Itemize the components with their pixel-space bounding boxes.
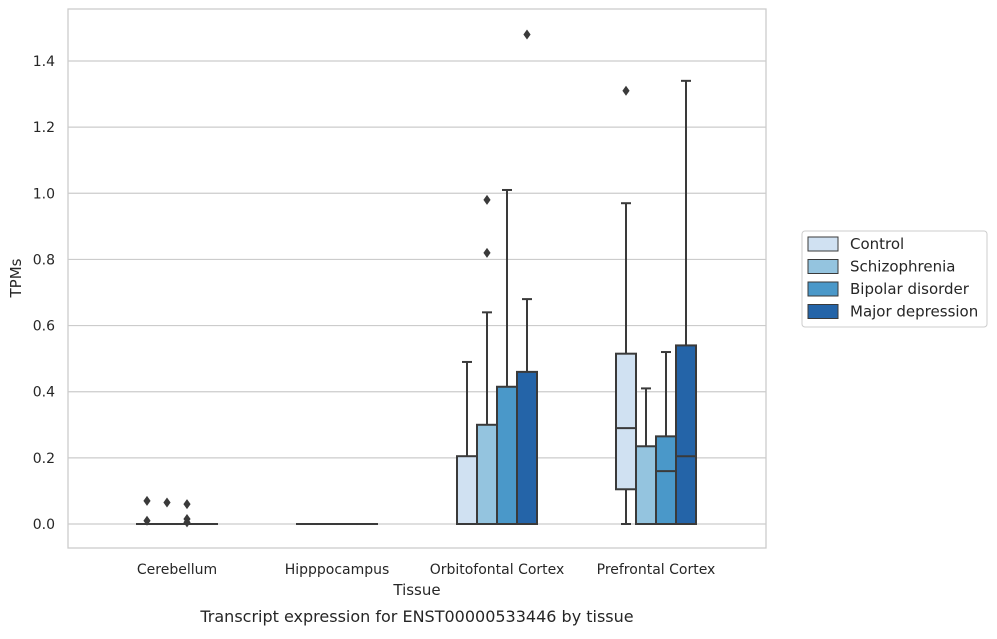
x-axis-label: Tissue [392,581,440,599]
outlier-point [622,86,629,96]
legend-swatch [808,237,838,251]
legend-label: Control [850,235,904,253]
y-tick-label: 0.6 [33,319,55,335]
y-tick-label: 1.0 [33,186,55,202]
box-group [497,190,517,524]
box-body [517,372,537,524]
box-body [676,345,696,524]
boxes-layer [137,30,696,528]
legend-swatch [808,260,838,274]
outlier-point [483,248,490,258]
box-group [656,352,676,524]
x-tick-label: Prefrontal Cortex [597,562,716,578]
legend: Control Schizophrenia Bipolar disorder Majo… [802,231,987,327]
y-tick-label: 0.4 [33,385,55,401]
box-group [457,362,477,524]
box-group [636,388,656,524]
legend-swatch [808,282,838,296]
box-body [636,446,656,524]
legend-label: Schizophrenia [850,258,955,276]
x-tick-label: Cerebellum [137,562,217,578]
box-group [177,499,197,527]
box-body [616,354,636,490]
legend-label: Bipolar disorder [850,280,970,298]
outlier-point [143,496,150,506]
box-body [656,436,676,524]
y-tick-label: 1.4 [33,54,55,70]
box-group [517,30,537,524]
legend-label: Major depression [850,303,978,321]
box-group [616,86,636,524]
box-body [477,425,497,524]
y-tick-label: 0.2 [33,451,55,467]
box-body [457,456,477,524]
y-tick-label: 0.8 [33,252,55,268]
y-axis-label: TPMs [7,258,25,298]
box-body [497,387,517,524]
legend-swatch [808,305,838,319]
y-tick-label: 1.2 [33,120,55,136]
box-group [477,195,497,524]
outlier-point [183,499,190,509]
outlier-point [163,498,170,508]
chart-caption: Transcript expression for ENST0000053344… [199,607,633,626]
x-tick-label: Hipppocampus [285,562,390,578]
outlier-point [483,195,490,205]
outlier-point [523,30,530,40]
box-group [676,81,696,524]
y-tick-labels: 0.0 0.2 0.4 0.6 0.8 1.0 1.2 1.4 [33,54,55,533]
x-tick-label: Orbitofontal Cortex [430,562,565,578]
box-group [137,496,157,526]
y-tick-label: 0.0 [33,517,55,533]
x-tick-labels: Cerebellum Hipppocampus Orbitofontal Corte… [137,562,715,578]
box-group [157,498,177,525]
